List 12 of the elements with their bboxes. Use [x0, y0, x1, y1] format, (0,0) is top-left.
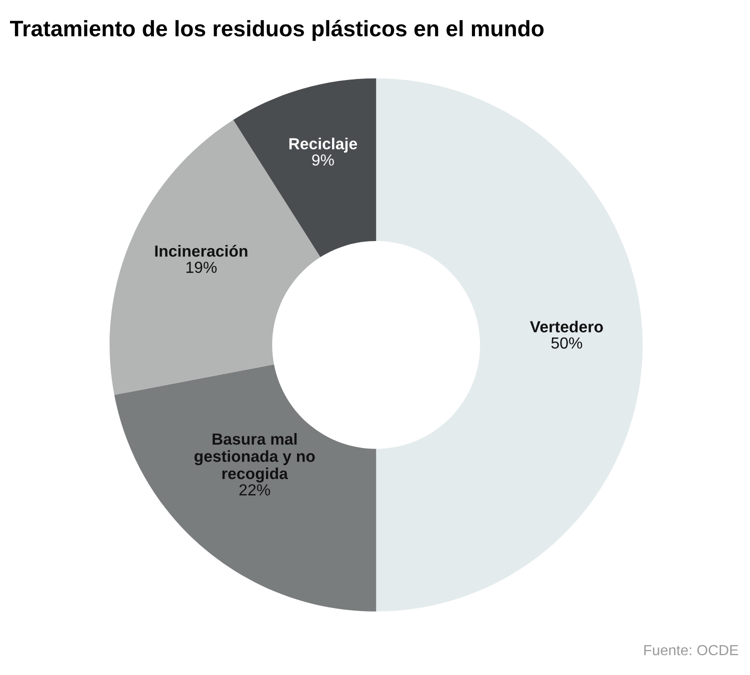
donut-slice — [114, 364, 376, 612]
chart-title: Tratamiento de los residuos plásticos en el mundo — [10, 20, 544, 41]
data-label: 22% — [239, 484, 270, 496]
donut-slice — [376, 78, 643, 612]
data-label: 50% — [551, 337, 582, 349]
slice-label: Basura mal gestionada y no recogida — [194, 433, 315, 482]
source-note: Fuente: OCDE — [644, 644, 738, 656]
slice-label: Vertedero — [530, 320, 603, 332]
slice-label: Reciclaje — [289, 138, 358, 153]
data-label: 19% — [186, 262, 217, 273]
slice-label: Incineración — [155, 244, 248, 257]
data-label: 9% — [312, 154, 334, 166]
